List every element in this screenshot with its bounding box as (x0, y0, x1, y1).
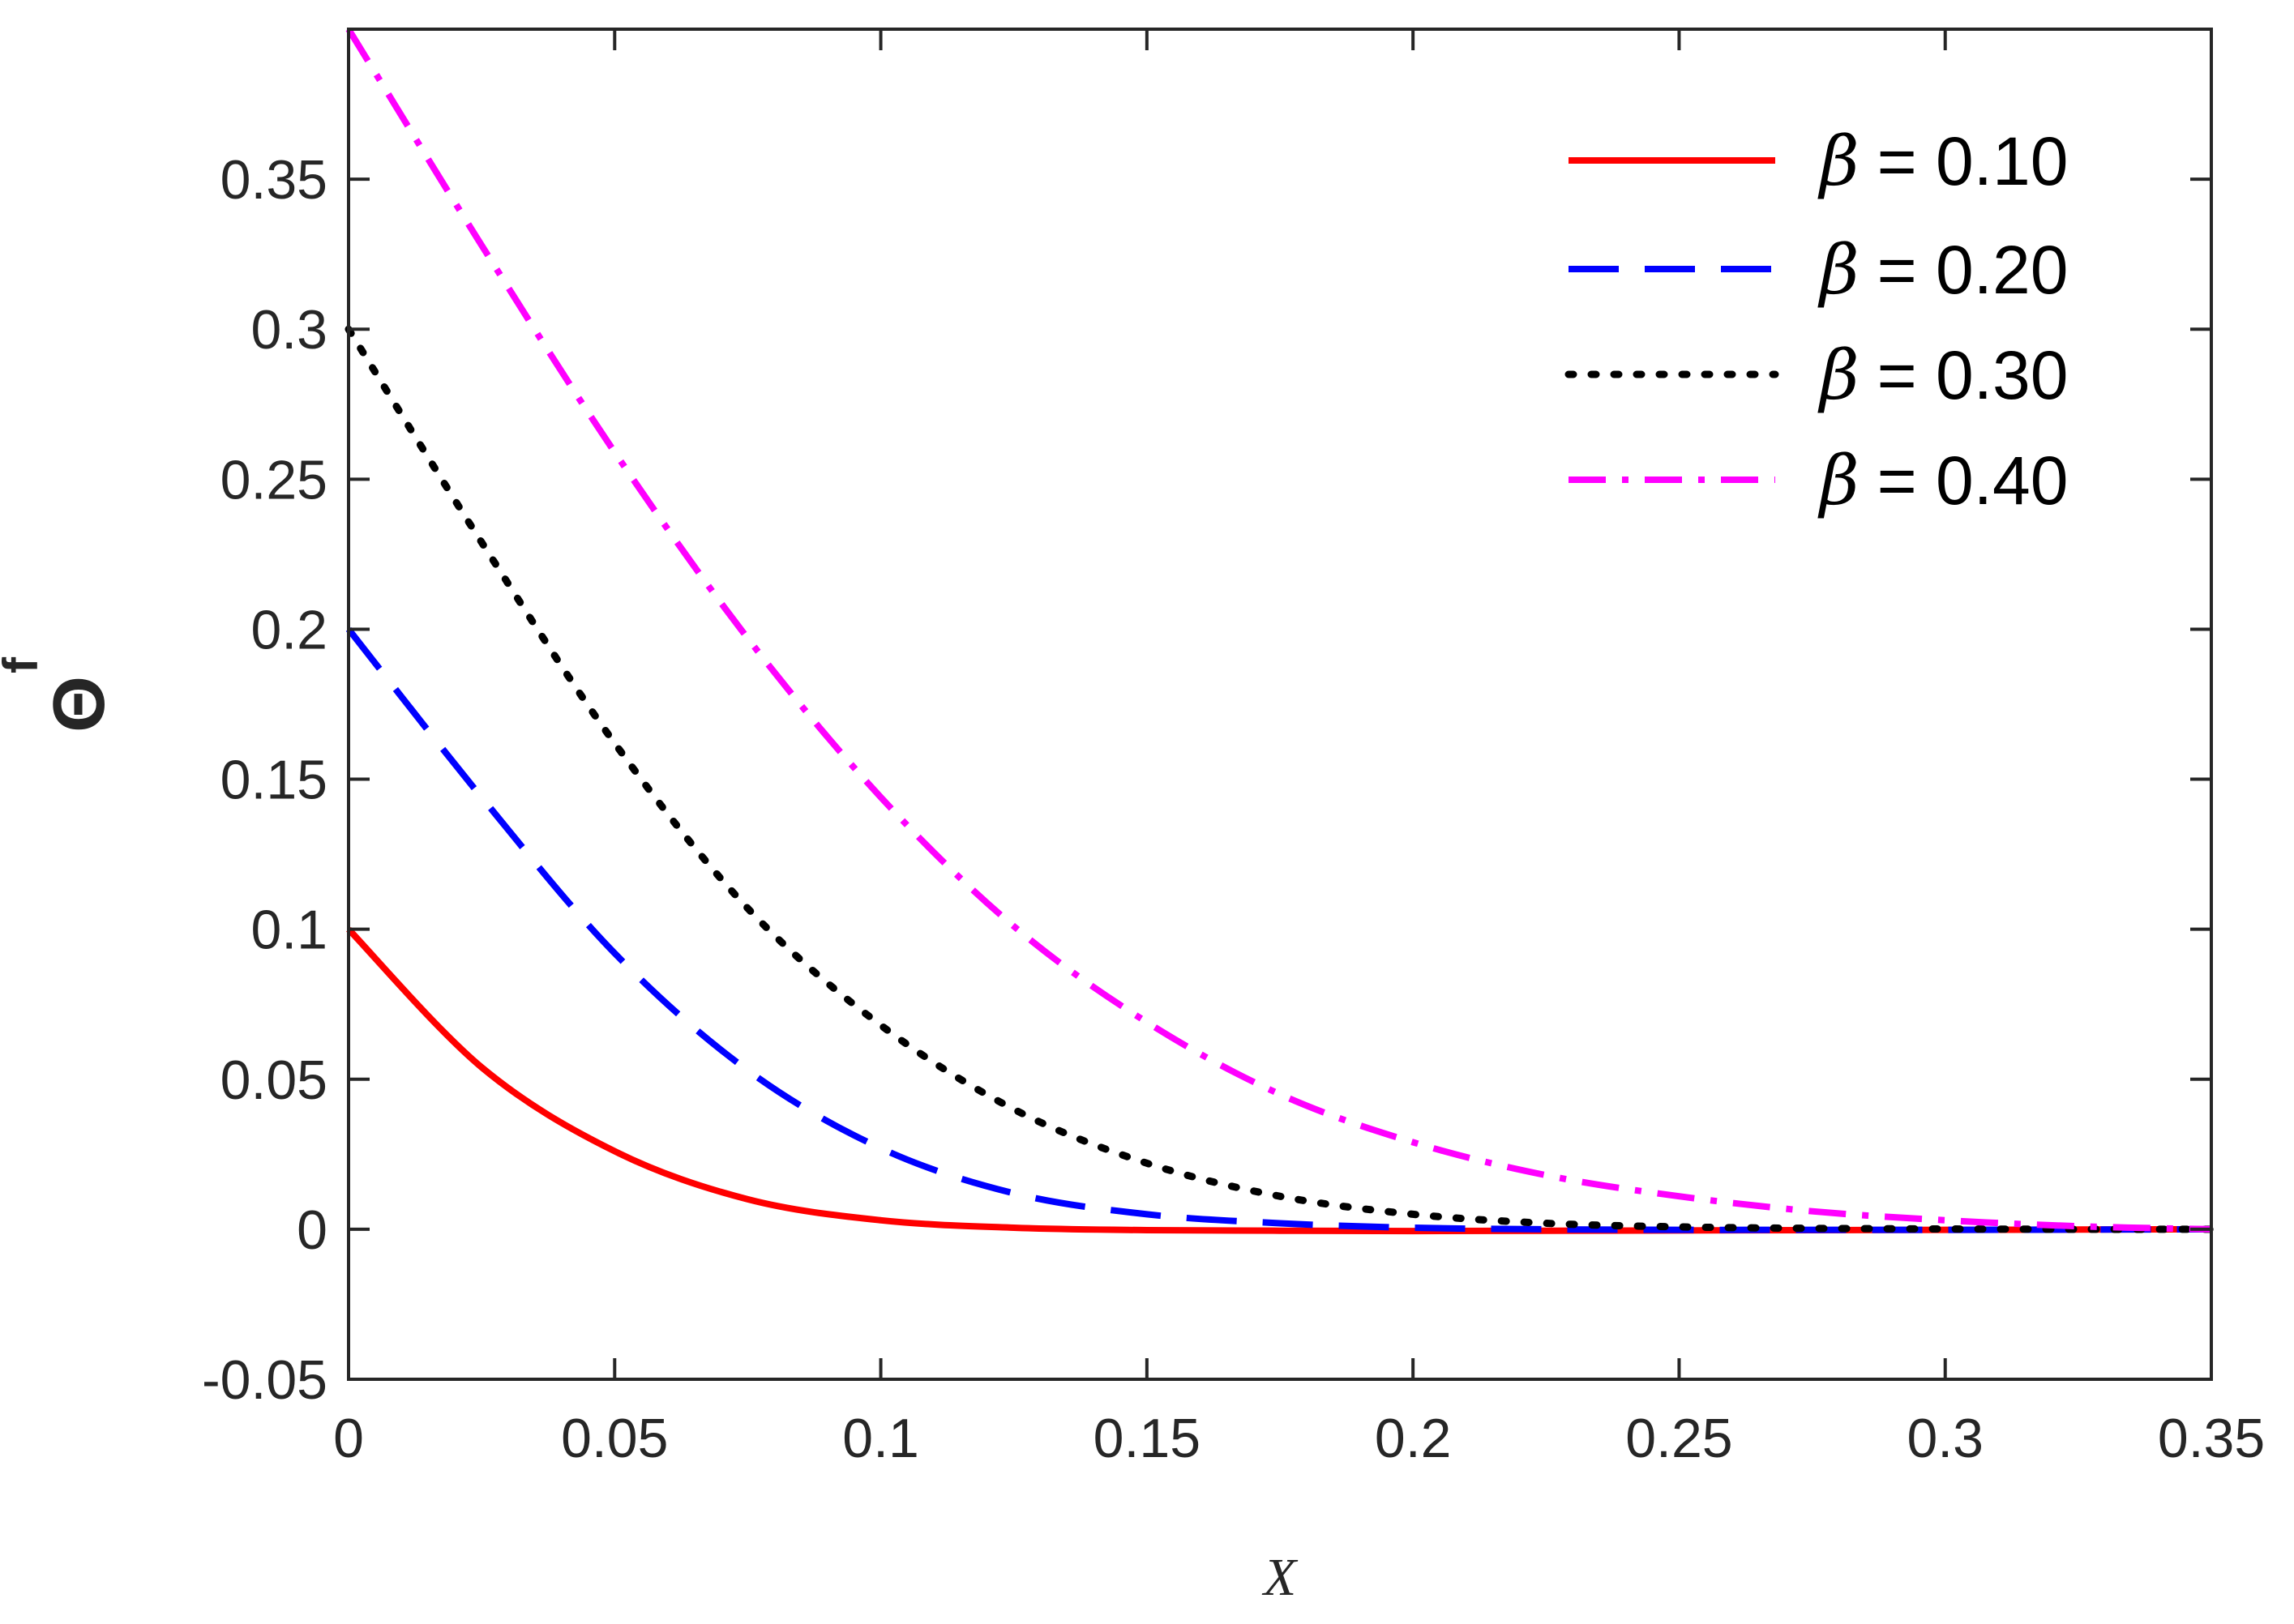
legend-label-3: β = 0.30 (1817, 335, 2068, 415)
x-tick-label: 0.1 (842, 1408, 919, 1469)
y-tick-label: -0.05 (202, 1349, 327, 1411)
x-tick-label: 0 (333, 1408, 364, 1469)
x-tick-label: 0.15 (1094, 1408, 1200, 1469)
y-tick-label: 0.15 (220, 750, 327, 811)
x-tick-label: 0.25 (1625, 1408, 1732, 1469)
y-tick-label: 0.3 (250, 299, 327, 361)
series-line-3 (345, 325, 2215, 1233)
legend-value: = 0.10 (1877, 123, 2069, 199)
x-tick-label: 0.2 (1375, 1408, 1452, 1469)
legend: β = 0.10β = 0.20β = 0.30β = 0.40 (1564, 122, 2068, 520)
y-tick-label: 0.2 (250, 599, 327, 660)
legend-value: = 0.40 (1877, 442, 2069, 519)
series-layer (345, 27, 2215, 1235)
y-tick-label: 0.1 (250, 900, 327, 961)
ticks-layer: 0 0.05 0.1 0.15 0.2 0.25 0.3 0.35-0.0500.050.10… (202, 29, 2265, 1469)
legend-label-2: β = 0.20 (1817, 230, 2068, 310)
y-tick-label: 0 (297, 1199, 327, 1261)
x-axis-title: X (1261, 1548, 1299, 1607)
series-line-4 (345, 27, 2212, 1233)
x-tick-label: 0.05 (561, 1408, 668, 1469)
y-axis-title-superscript: f (0, 656, 48, 673)
plot-frame (347, 28, 2213, 1381)
legend-symbol: β (1817, 230, 1860, 310)
y-tick-label: 0.35 (220, 149, 327, 211)
legend-label-4: β = 0.40 (1817, 441, 2068, 520)
y-tick-label: 0.05 (220, 1049, 327, 1111)
legend-label-1: β = 0.10 (1817, 122, 2068, 201)
y-axis-title: Θ f (0, 656, 120, 733)
legend-value: = 0.20 (1877, 232, 2069, 308)
legend-symbol: β (1817, 122, 1860, 201)
x-tick-label: 0.3 (1907, 1408, 1984, 1469)
legend-symbol: β (1817, 441, 1860, 520)
legend-value: = 0.30 (1877, 337, 2069, 413)
x-tick-label: 0.35 (2158, 1408, 2265, 1469)
y-tick-label: 0.25 (220, 449, 327, 511)
y-axis-title-main: Θ (39, 676, 120, 733)
legend-symbol: β (1817, 335, 1860, 415)
